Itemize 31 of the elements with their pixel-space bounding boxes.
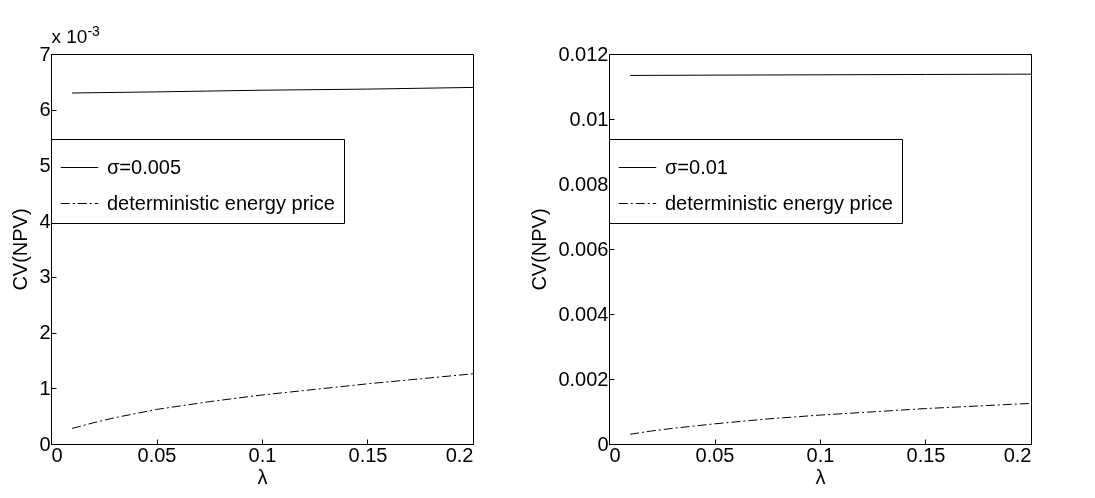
y-tick-label: 0.006 [558,237,609,260]
y-axis-title: CV(NPV) [528,208,551,291]
y-tick-label: 2 [39,321,51,344]
legend-label: deterministic energy price [107,191,335,214]
legend-label: σ=0.005 [107,155,182,178]
x-tick-label: 0.2 [445,443,474,466]
text: x 10$^{-3}$ [51,22,100,48]
x-tick-label: 0.15 [906,443,946,466]
y-tick-label: 7 [39,42,51,65]
x-tick-label: 0.05 [137,443,177,466]
x-tick-label: 0.1 [248,443,277,466]
x-tick-label: 0.2 [1003,443,1032,466]
y-tick-label: 0.002 [558,367,609,390]
y-tick-label: 0.01 [569,107,609,130]
x-axis-title: λ [257,465,268,488]
y-axis-title: CV(NPV) [9,208,32,291]
y-tick-label: 1 [39,376,51,399]
y-tick-label: 0.008 [558,172,609,195]
x-tick-label: 0.05 [695,443,735,466]
y-tick-label: 6 [39,98,51,121]
x-tick-label: 0.1 [806,443,835,466]
legend-label: deterministic energy price [665,191,893,214]
legend-label: σ=0.01 [665,155,728,178]
x-tick-label: 0.15 [348,443,388,466]
y-tick-label: 0.012 [558,42,609,65]
y-tick-label: 3 [39,265,51,288]
y-tick-label: 4 [39,209,51,232]
line-series [629,402,1031,435]
y-tick-label: 5 [39,153,51,176]
x-axis-title: λ [815,465,826,488]
y-tick-label: 0.004 [558,302,609,325]
